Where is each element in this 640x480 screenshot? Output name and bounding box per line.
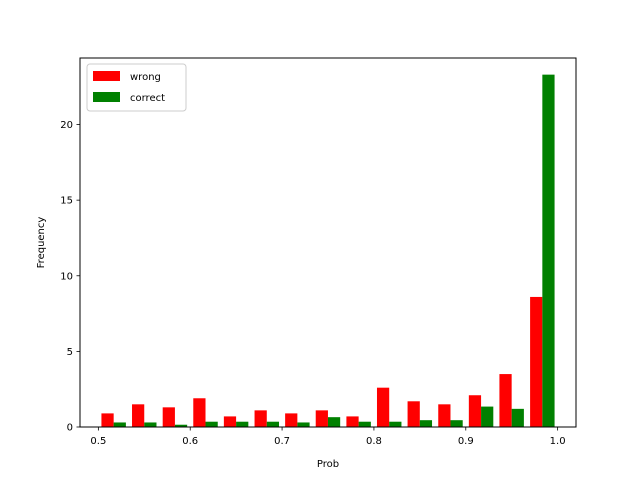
bar-wrong-10 [407, 401, 420, 427]
bar-wrong-13 [499, 374, 512, 427]
x-tick-label-2: 0.7 [274, 436, 290, 447]
bar-correct-9 [389, 421, 402, 427]
x-axis-ticks: 0.5 0.6 0.7 0.8 0.9 1.0 [90, 427, 566, 447]
bar-wrong-2 [162, 407, 175, 427]
bar-correct-1 [144, 422, 157, 427]
x-tick-label-5: 1.0 [550, 436, 566, 447]
legend-label-wrong: wrong [130, 72, 161, 83]
y-tick-label-4: 20 [60, 120, 73, 131]
x-axis-label: Prob [317, 459, 339, 470]
bar-correct-5 [266, 421, 280, 427]
x-tick-label-4: 0.9 [458, 436, 474, 447]
bar-wrong-12 [468, 395, 482, 427]
bar-wrong-14 [530, 296, 543, 427]
legend-swatch-correct [93, 92, 120, 102]
y-tick-label-1: 5 [67, 347, 73, 358]
bar-wrong-6 [285, 413, 298, 427]
bar-correct-14 [542, 74, 555, 427]
y-tick-label-2: 10 [60, 271, 73, 282]
bar-wrong-3 [193, 398, 206, 427]
bars-layer [101, 74, 555, 427]
bar-correct-8 [358, 421, 371, 427]
bar-correct-2 [174, 424, 188, 427]
plot-frame [79, 57, 577, 428]
bar-correct-10 [419, 420, 433, 427]
bar-wrong-1 [132, 404, 145, 427]
legend: wrong correct [86, 63, 187, 112]
bar-correct-6 [297, 422, 310, 427]
bar-wrong-7 [315, 410, 328, 427]
x-tick-label-3: 0.8 [366, 436, 382, 447]
bar-wrong-5 [254, 410, 267, 427]
bar-correct-4 [236, 421, 249, 427]
bar-wrong-0 [101, 413, 114, 427]
y-tick-label-0: 0 [67, 423, 73, 434]
bar-correct-11 [450, 420, 463, 427]
y-tick-label-3: 15 [60, 196, 73, 207]
legend-label-correct: correct [130, 93, 165, 104]
bar-correct-12 [481, 406, 494, 427]
bar-wrong-11 [438, 404, 451, 427]
bar-correct-13 [511, 408, 524, 427]
y-axis-ticks: 0 5 10 15 20 [60, 120, 80, 434]
legend-swatch-wrong [93, 71, 120, 81]
bar-correct-3 [205, 421, 218, 427]
x-tick-label-0: 0.5 [90, 436, 106, 447]
x-tick-label-1: 0.6 [182, 436, 198, 447]
bar-wrong-8 [346, 416, 359, 427]
bar-correct-0 [113, 422, 126, 427]
bar-wrong-9 [376, 387, 390, 427]
bar-wrong-4 [223, 416, 237, 427]
bar-correct-7 [327, 417, 341, 427]
y-axis-label: Frequency [36, 217, 47, 269]
